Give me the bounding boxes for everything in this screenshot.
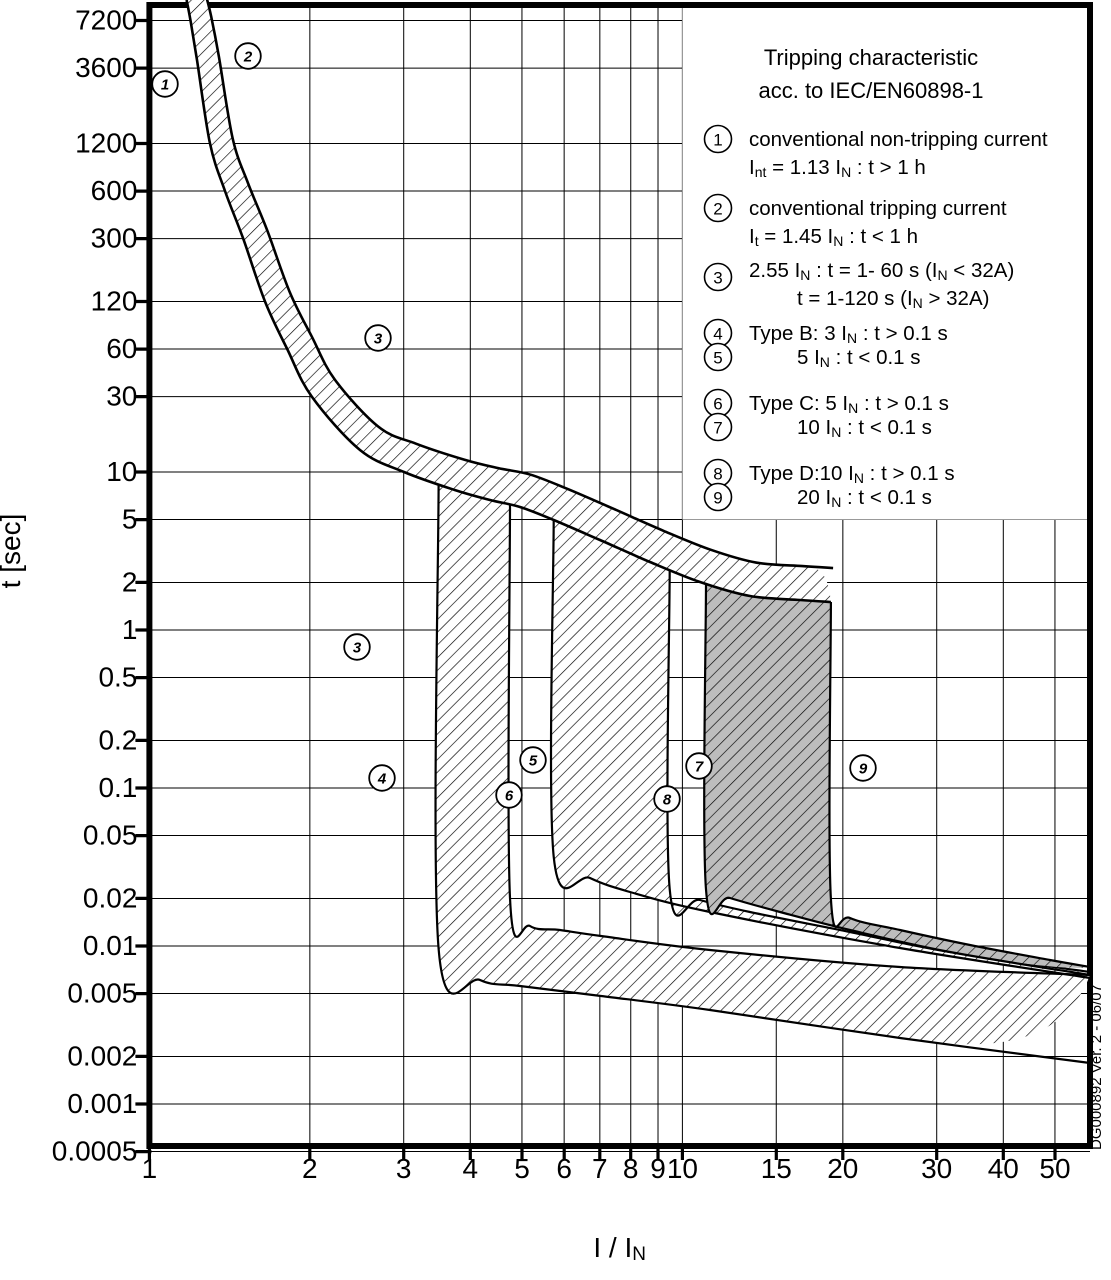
svg-text:4: 4	[713, 325, 722, 344]
svg-text:0.1: 0.1	[98, 772, 137, 803]
svg-text:7: 7	[695, 759, 704, 776]
svg-text:conventional non-tripping curr: conventional non-tripping current	[749, 128, 1048, 151]
svg-text:8: 8	[713, 465, 722, 484]
svg-text:Tripping characteristic: Tripping characteristic	[764, 45, 978, 70]
svg-text:3600: 3600	[75, 52, 137, 83]
svg-text:Type D:10 IN : t > 0.1 s: Type D:10 IN : t > 0.1 s	[749, 462, 955, 486]
svg-text:0.001: 0.001	[67, 1088, 137, 1119]
svg-text:7200: 7200	[75, 5, 137, 36]
svg-text:5: 5	[713, 349, 722, 368]
svg-text:Int = 1.13 IN : t > 1 h: Int = 1.13 IN : t > 1 h	[749, 156, 926, 180]
svg-text:0.02: 0.02	[83, 882, 138, 913]
svg-text:10 IN : t < 0.1 s: 10 IN : t < 0.1 s	[797, 416, 932, 440]
svg-text:I / IN: I / IN	[593, 1232, 646, 1265]
svg-text:acc. to IEC/EN60898-1: acc. to IEC/EN60898-1	[758, 78, 983, 103]
svg-text:t [sec]: t [sec]	[0, 514, 26, 589]
svg-text:1: 1	[713, 131, 722, 150]
svg-text:5: 5	[529, 753, 538, 770]
svg-text:9: 9	[713, 489, 722, 508]
svg-text:6: 6	[505, 788, 514, 805]
svg-text:4: 4	[377, 771, 387, 788]
svg-text:3: 3	[353, 640, 362, 657]
svg-text:300: 300	[91, 223, 138, 254]
svg-text:6: 6	[713, 395, 722, 414]
svg-text:7: 7	[713, 419, 722, 438]
svg-text:1: 1	[122, 614, 138, 645]
svg-text:conventional tripping current: conventional tripping current	[749, 197, 1007, 220]
svg-text:0.05: 0.05	[83, 820, 138, 851]
svg-text:120: 120	[91, 286, 138, 317]
svg-text:0.0005: 0.0005	[52, 1136, 138, 1167]
svg-text:0.002: 0.002	[67, 1040, 137, 1071]
svg-text:t = 1-120 s (IN > 32A): t = 1-120 s (IN > 32A)	[797, 287, 989, 311]
svg-text:2: 2	[243, 49, 253, 66]
svg-text:30: 30	[106, 381, 137, 412]
svg-text:8: 8	[663, 792, 672, 809]
svg-text:3: 3	[713, 269, 722, 288]
svg-text:3: 3	[374, 331, 383, 348]
svg-text:9: 9	[859, 761, 868, 778]
svg-text:0.01: 0.01	[83, 930, 138, 961]
svg-text:2: 2	[713, 200, 722, 219]
svg-text:2: 2	[122, 566, 138, 597]
svg-text:0.2: 0.2	[98, 724, 137, 755]
svg-text:0.005: 0.005	[67, 978, 137, 1009]
svg-text:5 IN : t < 0.1 s: 5 IN : t < 0.1 s	[797, 346, 921, 370]
svg-text:10: 10	[106, 456, 137, 487]
svg-text:DG000892 Ver. 2 - 06/07: DG000892 Ver. 2 - 06/07	[1088, 984, 1105, 1150]
svg-text:600: 600	[91, 175, 138, 206]
svg-text:0.5: 0.5	[98, 662, 137, 693]
svg-text:5: 5	[122, 504, 138, 535]
svg-text:2.55 IN : t = 1- 60 s (IN < 32: 2.55 IN : t = 1- 60 s (IN < 32A)	[749, 259, 1014, 283]
svg-text:20 IN : t < 0.1 s: 20 IN : t < 0.1 s	[797, 486, 932, 510]
svg-text:1200: 1200	[75, 128, 137, 159]
svg-text:60: 60	[106, 333, 137, 364]
svg-text:1: 1	[161, 77, 169, 94]
